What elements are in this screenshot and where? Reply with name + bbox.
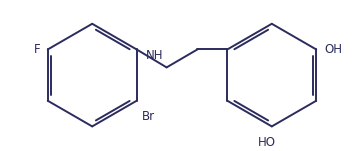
Text: Br: Br <box>142 110 155 123</box>
Text: F: F <box>33 43 40 56</box>
Text: NH: NH <box>146 49 163 62</box>
Text: OH: OH <box>324 43 342 56</box>
Text: HO: HO <box>258 136 276 149</box>
